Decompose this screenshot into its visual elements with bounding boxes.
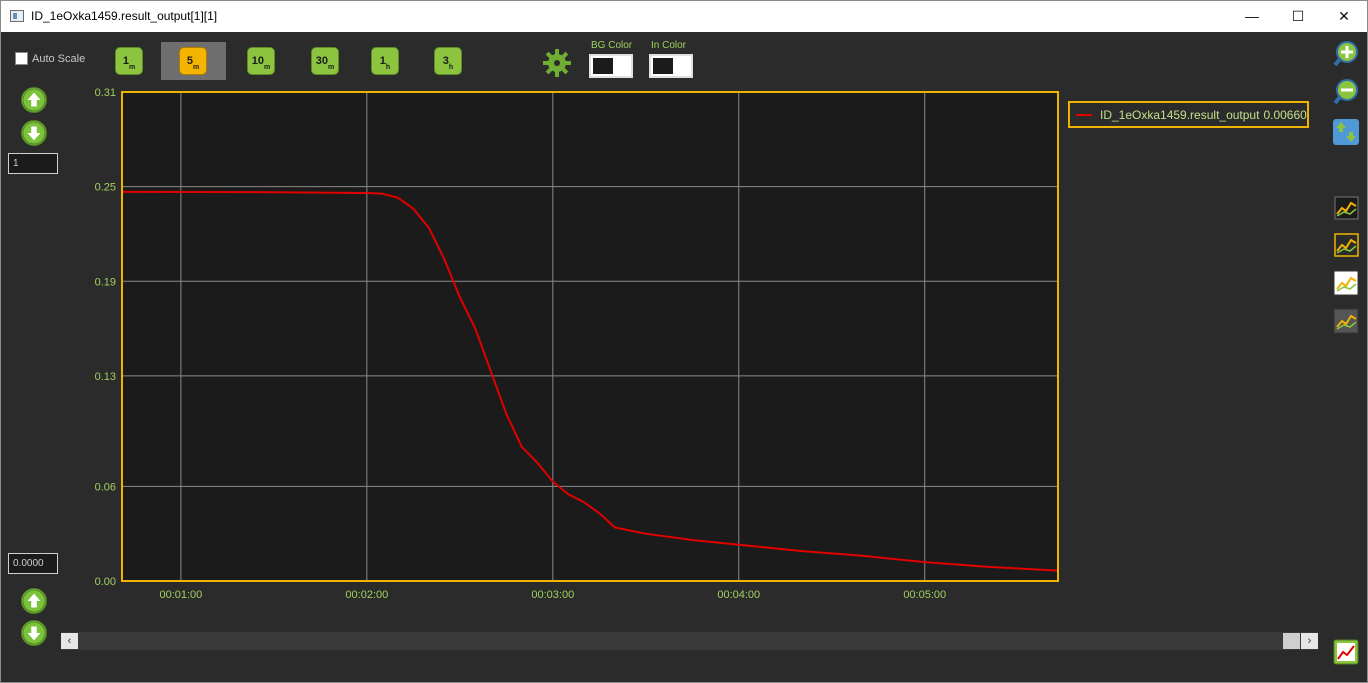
close-button[interactable]: ✕ — [1338, 8, 1350, 24]
time-3h-button[interactable]: 3h — [434, 47, 462, 75]
time-30m-num: 30 — [315, 55, 328, 67]
line-chart[interactable]: 0.31 0.25 0.19 0.13 0.06 0.00 00:01:00 00:02:0… — [61, 80, 1071, 640]
bg-color-toggle[interactable] — [589, 54, 633, 78]
plot-background — [122, 92, 1058, 581]
plot-border — [121, 91, 1059, 582]
time-30m-button[interactable]: 30m — [311, 47, 339, 75]
x-tick-label: 00:02:00 — [345, 589, 388, 601]
x-axis-ticks: 00:01:00 00:02:00 00:03:00 00:04:00 00:05:00 — [159, 589, 946, 601]
legend-series-name: ID_1eOxka1459.result_output — [1100, 107, 1260, 122]
scroll-right-button[interactable]: › — [1301, 633, 1318, 649]
time-1h-unit: h — [385, 64, 391, 72]
chart-legend[interactable]: ID_1eOxka1459.result_output 0.00660 — [1068, 101, 1309, 128]
fit-scale-icon[interactable] — [1332, 118, 1360, 146]
y-tick-label: 0.25 — [95, 182, 116, 194]
time-10m-unit: m — [264, 64, 271, 72]
series-line — [121, 190, 1059, 572]
y-axis-ticks: 0.31 0.25 0.19 0.13 0.06 0.00 — [95, 87, 116, 588]
time-5m-button[interactable]: 5m — [179, 47, 207, 75]
client-area: Auto Scale 1m 5m 10m 30m 1h 3h BG Col — [1, 32, 1367, 682]
scroll-thumb[interactable] — [1283, 633, 1300, 649]
in-color-swatch — [653, 58, 673, 74]
in-color-label: In Color — [651, 40, 687, 51]
zoom-in-icon[interactable] — [1332, 40, 1360, 68]
y-tick-label: 0.19 — [95, 276, 116, 288]
time-3h-num: 3 — [442, 55, 449, 67]
window-title: ID_1eOxka1459.result_output[1][1] — [31, 9, 218, 23]
time-5m-unit: m — [192, 64, 200, 72]
y-tick-label: 0.06 — [95, 481, 116, 493]
export-chart-icon[interactable] — [1332, 638, 1360, 666]
lower-scale-input[interactable]: 0.0000 — [8, 553, 58, 574]
checkbox-box[interactable] — [15, 52, 28, 65]
scroll-left-button[interactable]: ‹ — [61, 633, 78, 649]
chart-style-border-icon[interactable] — [1332, 231, 1360, 259]
time-1m-button[interactable]: 1m — [115, 47, 143, 75]
upper-scale-up-icon[interactable] — [21, 87, 47, 113]
auto-scale-label: Auto Scale — [32, 52, 86, 65]
settings-gear-icon[interactable] — [542, 48, 572, 78]
time-1m-num: 1 — [122, 55, 129, 67]
maximize-button[interactable]: ☐ — [1291, 8, 1305, 24]
x-tick-label: 00:05:00 — [903, 589, 946, 601]
time-1h-num: 1 — [379, 55, 386, 67]
title-bar: ID_1eOxka1459.result_output[1][1] — ☐ ✕ — [1, 1, 1367, 32]
auto-scale-checkbox[interactable]: Auto Scale — [15, 52, 85, 65]
lower-scale-up-icon[interactable] — [21, 588, 47, 614]
horizontal-scrollbar[interactable]: ‹ › — [61, 632, 1318, 650]
legend-series-value: 0.00660 — [1263, 107, 1307, 122]
time-5m-num: 5 — [186, 55, 193, 67]
in-color-toggle[interactable] — [649, 54, 693, 78]
time-3h-unit: h — [448, 64, 454, 72]
upper-scale-down-icon[interactable] — [21, 120, 47, 146]
minimize-button[interactable]: — — [1245, 8, 1259, 24]
lower-scale-down-icon[interactable] — [21, 620, 47, 646]
x-tick-label: 00:01:00 — [159, 589, 202, 601]
time-10m-num: 10 — [251, 55, 264, 67]
upper-scale-input[interactable]: 1 — [8, 153, 58, 174]
y-tick-label: 0.00 — [95, 576, 116, 588]
x-tick-label: 00:04:00 — [717, 589, 760, 601]
y-tick-label: 0.13 — [95, 371, 116, 383]
app-icon — [10, 10, 24, 22]
bg-color-label: BG Color — [591, 40, 633, 51]
chart-style-light-icon[interactable] — [1332, 269, 1360, 297]
zoom-out-icon[interactable] — [1332, 78, 1360, 106]
bg-color-swatch — [593, 58, 613, 74]
y-tick-label: 0.31 — [95, 87, 116, 99]
time-10m-button[interactable]: 10m — [247, 47, 275, 75]
x-tick-label: 00:03:00 — [531, 589, 574, 601]
time-1m-unit: m — [128, 64, 136, 72]
chart-style-dark-icon[interactable] — [1332, 194, 1360, 222]
time-30m-unit: m — [328, 64, 335, 72]
time-1h-button[interactable]: 1h — [371, 47, 399, 75]
chart-style-gray-icon[interactable] — [1332, 307, 1360, 335]
legend-swatch — [1076, 113, 1092, 116]
